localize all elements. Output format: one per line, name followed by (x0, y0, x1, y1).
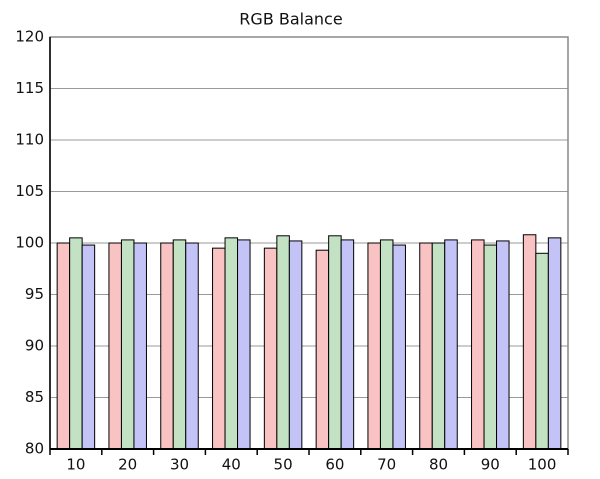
bar (419, 242, 433, 450)
bar (379, 239, 394, 450)
bar (172, 239, 187, 450)
x-tick-label: 90 (481, 456, 500, 474)
bar (160, 242, 174, 450)
bar (276, 235, 290, 450)
bar (535, 252, 549, 450)
bar (263, 247, 278, 450)
bar (315, 249, 330, 450)
bar (392, 244, 406, 450)
x-tick-label: 30 (170, 456, 189, 474)
bar (212, 247, 226, 450)
bar (185, 242, 199, 450)
bar (547, 237, 562, 450)
bar (237, 239, 251, 450)
bar (133, 242, 147, 450)
bar (288, 240, 303, 450)
x-tick-label: 100 (528, 456, 557, 474)
x-tick-label: 40 (222, 456, 241, 474)
bar (328, 235, 342, 450)
y-tick-label: 120 (15, 28, 44, 46)
x-tick-label: 50 (274, 456, 293, 474)
bar (522, 234, 537, 450)
bar (340, 239, 355, 450)
y-tick-label: 105 (15, 182, 44, 200)
bar (444, 239, 458, 450)
y-tick-label: 95 (25, 285, 44, 303)
x-tick-label: 80 (429, 456, 448, 474)
y-tick-label: 110 (15, 131, 44, 149)
bar (367, 242, 381, 450)
y-tick-label: 80 (25, 440, 44, 458)
y-tick-label: 100 (15, 234, 44, 252)
bar (81, 244, 96, 450)
x-tick-label: 60 (325, 456, 344, 474)
bar (120, 239, 135, 450)
bar (496, 240, 510, 450)
bar (483, 244, 498, 450)
bar (431, 242, 446, 450)
x-tick-label: 10 (66, 456, 85, 474)
bar (471, 239, 485, 450)
y-tick-label: 90 (25, 337, 44, 355)
y-tick-label: 115 (15, 79, 44, 97)
bar (224, 237, 239, 450)
bar (69, 237, 83, 450)
x-tick-label: 70 (377, 456, 396, 474)
y-tick-label: 85 (25, 388, 44, 406)
chart-title: RGB Balance (239, 10, 342, 29)
bar (56, 242, 71, 450)
x-tick-label: 20 (118, 456, 137, 474)
bar (108, 242, 122, 450)
